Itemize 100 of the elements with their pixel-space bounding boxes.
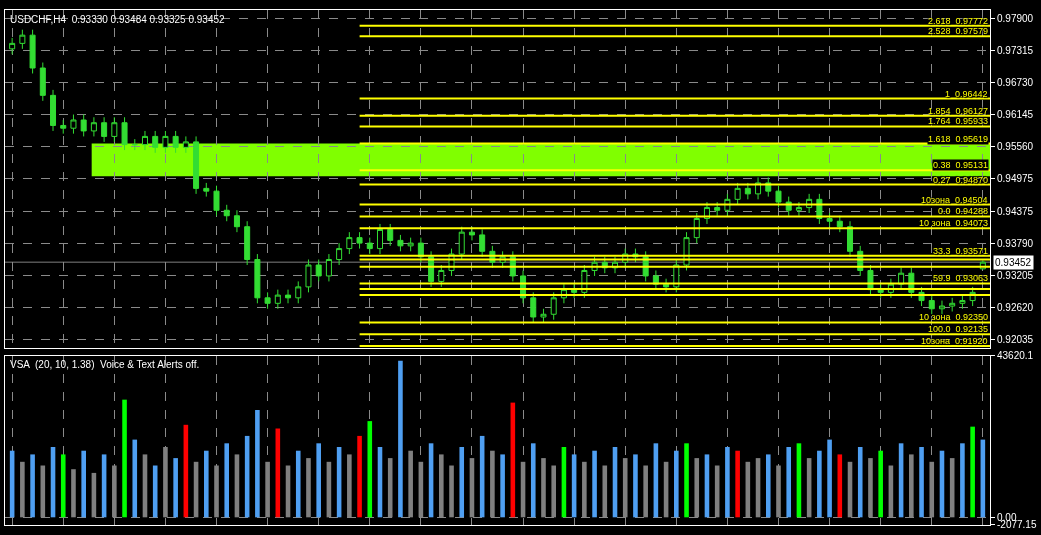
candlestick bbox=[407, 237, 414, 252]
candlestick bbox=[70, 114, 77, 135]
candlestick bbox=[714, 201, 721, 217]
bar bbox=[970, 426, 975, 518]
bar bbox=[530, 443, 536, 518]
candlestick bbox=[663, 278, 670, 293]
candlestick bbox=[233, 209, 240, 233]
candlestick bbox=[693, 212, 700, 244]
candlestick bbox=[80, 114, 87, 137]
ref-line-label: 100.0 0.92135 bbox=[928, 324, 989, 334]
candlestick bbox=[182, 135, 189, 154]
y-tick-label: 0.96730 bbox=[997, 77, 1034, 89]
candlestick bbox=[90, 116, 97, 137]
candlestick bbox=[141, 130, 148, 151]
ref-line-label: 0.0 0.94288 bbox=[938, 206, 989, 216]
candlestick bbox=[39, 62, 46, 102]
candlestick bbox=[775, 185, 782, 209]
bar bbox=[960, 443, 965, 518]
bar bbox=[633, 454, 638, 518]
bar bbox=[122, 399, 127, 518]
ref-line-label: 1.854 0.96127 bbox=[928, 106, 989, 116]
candlestick bbox=[847, 220, 854, 258]
candlestick bbox=[19, 29, 26, 50]
candlestick bbox=[468, 226, 475, 241]
candlestick bbox=[336, 242, 343, 266]
candlestick bbox=[550, 291, 557, 321]
candlestick bbox=[111, 116, 118, 143]
candlestick bbox=[959, 294, 966, 310]
candlestick bbox=[479, 228, 486, 258]
bar bbox=[316, 443, 321, 518]
ref-line-label: 10 зона 0.92350 bbox=[919, 312, 989, 322]
bar bbox=[592, 450, 597, 518]
candlestick bbox=[744, 182, 751, 200]
y-tick-label: 0.94975 bbox=[997, 173, 1034, 185]
candlestick bbox=[366, 237, 373, 255]
candlestick bbox=[734, 182, 741, 206]
candlestick bbox=[29, 29, 36, 74]
bar bbox=[919, 447, 924, 518]
candlestick bbox=[121, 116, 128, 151]
candlestick bbox=[101, 116, 108, 143]
chart-title: USDCHF,H4 0.93330 0.93484 0.93325 0.93452 bbox=[10, 14, 226, 25]
candlestick bbox=[346, 231, 353, 255]
bar bbox=[60, 454, 66, 518]
candlestick bbox=[193, 135, 200, 195]
bar bbox=[449, 465, 454, 518]
candlestick bbox=[438, 264, 445, 288]
candlestick bbox=[458, 226, 465, 261]
ref-line-label: 0.27 0.94870 bbox=[933, 175, 989, 185]
chart-title: VSA (20, 10, 1.38) Voice & Text Alerts off. bbox=[10, 359, 200, 370]
bar bbox=[827, 439, 832, 518]
candlestick bbox=[540, 308, 547, 323]
candlestick bbox=[274, 289, 281, 310]
candlestick bbox=[162, 130, 169, 154]
candlestick bbox=[928, 294, 935, 315]
bar bbox=[500, 454, 505, 518]
candlestick bbox=[131, 138, 138, 151]
y-tick-label: 0.95560 bbox=[997, 141, 1034, 153]
bar bbox=[255, 410, 260, 518]
candlestick bbox=[826, 212, 833, 228]
candlestick bbox=[387, 223, 394, 247]
bar bbox=[203, 450, 209, 518]
bar bbox=[152, 465, 158, 518]
candlestick bbox=[397, 234, 404, 252]
candlestick bbox=[305, 259, 312, 293]
candlestick bbox=[244, 220, 251, 266]
bar bbox=[132, 439, 138, 518]
ref-line-label: 2.528 0.97579 bbox=[928, 26, 989, 36]
candlestick bbox=[203, 182, 210, 198]
ref-line-label: 1 0.96442 bbox=[945, 89, 988, 99]
bar bbox=[857, 447, 863, 518]
bar bbox=[684, 443, 689, 518]
bar bbox=[786, 447, 792, 518]
bar bbox=[306, 458, 311, 518]
candlestick bbox=[50, 89, 57, 132]
ref-line-label: 1.618 0.95619 bbox=[928, 134, 989, 144]
bar bbox=[878, 450, 883, 518]
candlestick bbox=[223, 204, 230, 222]
bar bbox=[367, 421, 373, 518]
candlestick bbox=[285, 289, 292, 304]
bar bbox=[398, 360, 403, 518]
y-tick-label: 0.96145 bbox=[997, 109, 1034, 121]
bar bbox=[30, 454, 35, 518]
candlestick bbox=[795, 201, 802, 217]
ref-line-label: 0.93452 bbox=[995, 257, 1032, 268]
y-tick-label: 0.93790 bbox=[997, 238, 1034, 250]
ref-line-label: 10 зона 0.94073 bbox=[919, 218, 989, 228]
y-tick-label: 0.93205 bbox=[997, 270, 1034, 282]
candlestick bbox=[172, 130, 179, 154]
y-tick-label: 43620.1 bbox=[997, 350, 1034, 362]
candlestick bbox=[264, 291, 271, 310]
ref-line-label: 10зона 0.94504 bbox=[921, 195, 988, 205]
candlestick bbox=[213, 185, 220, 217]
ref-line-label: 2.618 0.97772 bbox=[928, 16, 989, 26]
bar bbox=[295, 450, 301, 518]
candlestick bbox=[938, 300, 945, 315]
bar bbox=[81, 450, 86, 518]
candlestick bbox=[254, 253, 261, 304]
bar bbox=[735, 450, 740, 518]
bar bbox=[357, 435, 362, 518]
y-tick-label: 0.92620 bbox=[997, 302, 1034, 314]
